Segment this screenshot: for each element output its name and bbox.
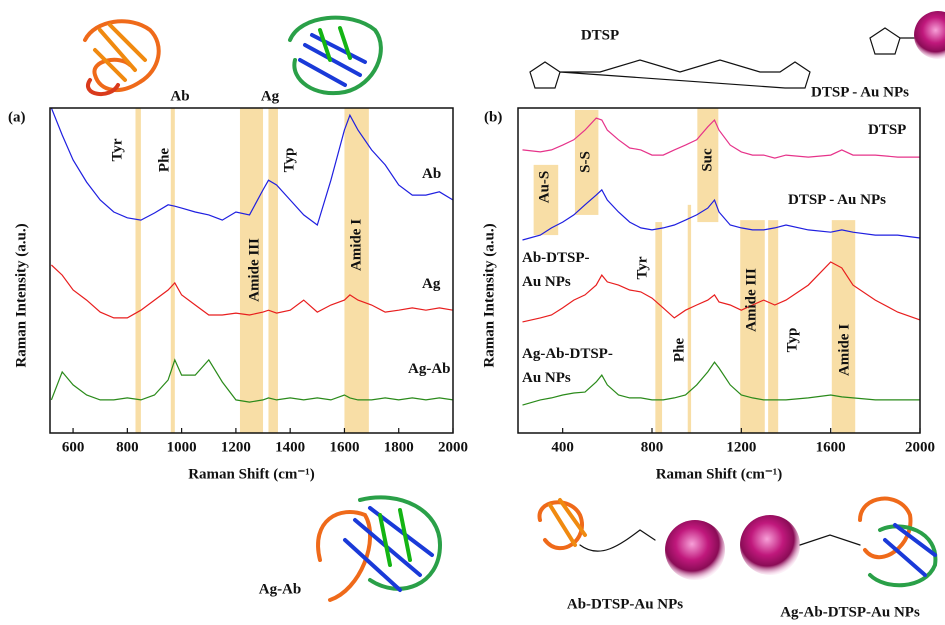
- band-label: Suc: [699, 148, 715, 172]
- illustration-label: DTSP - Au NPs: [811, 84, 909, 100]
- gold-nanoparticle: [665, 520, 725, 580]
- band-label: Phe: [671, 338, 687, 363]
- x-tick-label: 1200: [221, 439, 251, 455]
- series-label: Ab: [422, 162, 441, 186]
- x-tick-label: 2000: [438, 439, 468, 455]
- x-tick-label: 1200: [726, 439, 756, 455]
- series-label: Ab-DTSP- Au NPs: [522, 246, 590, 294]
- page: Ab Ag DTSP DTSP - Au NPs Ag-Ab Ab-DTSP-A…: [0, 0, 945, 625]
- x-tick-label: 600: [62, 439, 85, 455]
- x-tick-label: 1600: [329, 439, 359, 455]
- band: [768, 220, 778, 433]
- y-axis-title: Raman Intensity (a.u.): [481, 223, 497, 367]
- x-axis-title: Raman Shift (cm⁻¹): [656, 466, 783, 482]
- protein-ab: [85, 21, 159, 94]
- band-label: Tyr: [634, 256, 650, 279]
- band-label: Amide III: [743, 268, 759, 332]
- band-label: Amide III: [246, 238, 262, 302]
- ab-dtsp-au: [540, 500, 655, 551]
- series-label: DTSP - Au NPs: [788, 188, 886, 212]
- x-tick-label: 1600: [816, 439, 846, 455]
- panel-label: (a): [8, 109, 26, 125]
- x-tick-label: 1000: [167, 439, 197, 455]
- series-label: Ag-Ab-DTSP- Au NPs: [522, 342, 613, 390]
- band-label: Au-S: [536, 171, 552, 204]
- band-label: Phe: [156, 148, 172, 173]
- illustration-label: Ag-Ab: [259, 581, 302, 597]
- protein-ag-ab: [318, 497, 440, 600]
- band-label: S-S: [577, 151, 593, 173]
- figure: Ab Ag DTSP DTSP - Au NPs Ag-Ab Ab-DTSP-A…: [0, 0, 945, 625]
- illustration-label: Ab: [170, 88, 189, 104]
- series-label: Ag: [422, 272, 440, 296]
- illustration-label: Ab-DTSP-Au NPs: [567, 596, 683, 612]
- x-tick-label: 1400: [275, 439, 305, 455]
- panel-label: (b): [484, 109, 502, 125]
- illustration-label: DTSP: [581, 27, 619, 43]
- gold-nanoparticle: [740, 515, 800, 575]
- illustration-label: Ag: [261, 88, 280, 104]
- band: [268, 108, 277, 433]
- series-label: Ag-Ab: [408, 357, 451, 381]
- x-tick-label: 1800: [384, 439, 414, 455]
- band: [655, 222, 662, 433]
- series-label: DTSP: [868, 118, 906, 142]
- illustration-label: Ag-Ab-DTSP-Au NPs: [780, 604, 920, 620]
- band: [688, 205, 691, 433]
- ag-ab-dtsp-au: [800, 499, 935, 586]
- x-tick-label: 2000: [905, 439, 935, 455]
- protein-ag: [290, 18, 381, 94]
- band: [135, 108, 140, 433]
- band-label: Typ: [281, 148, 297, 173]
- y-axis-title: Raman Intensity (a.u.): [13, 223, 29, 367]
- x-tick-label: 400: [551, 439, 574, 455]
- band-label: Typ: [784, 328, 800, 353]
- x-tick-label: 800: [641, 439, 664, 455]
- gold-nanoparticle: [914, 11, 945, 59]
- band-label: Tyr: [109, 138, 125, 161]
- band-label: Amide I: [836, 324, 852, 376]
- band-label: Amide I: [348, 219, 364, 271]
- x-tick-label: 800: [116, 439, 139, 455]
- x-axis-title: Raman Shift (cm⁻¹): [188, 466, 315, 482]
